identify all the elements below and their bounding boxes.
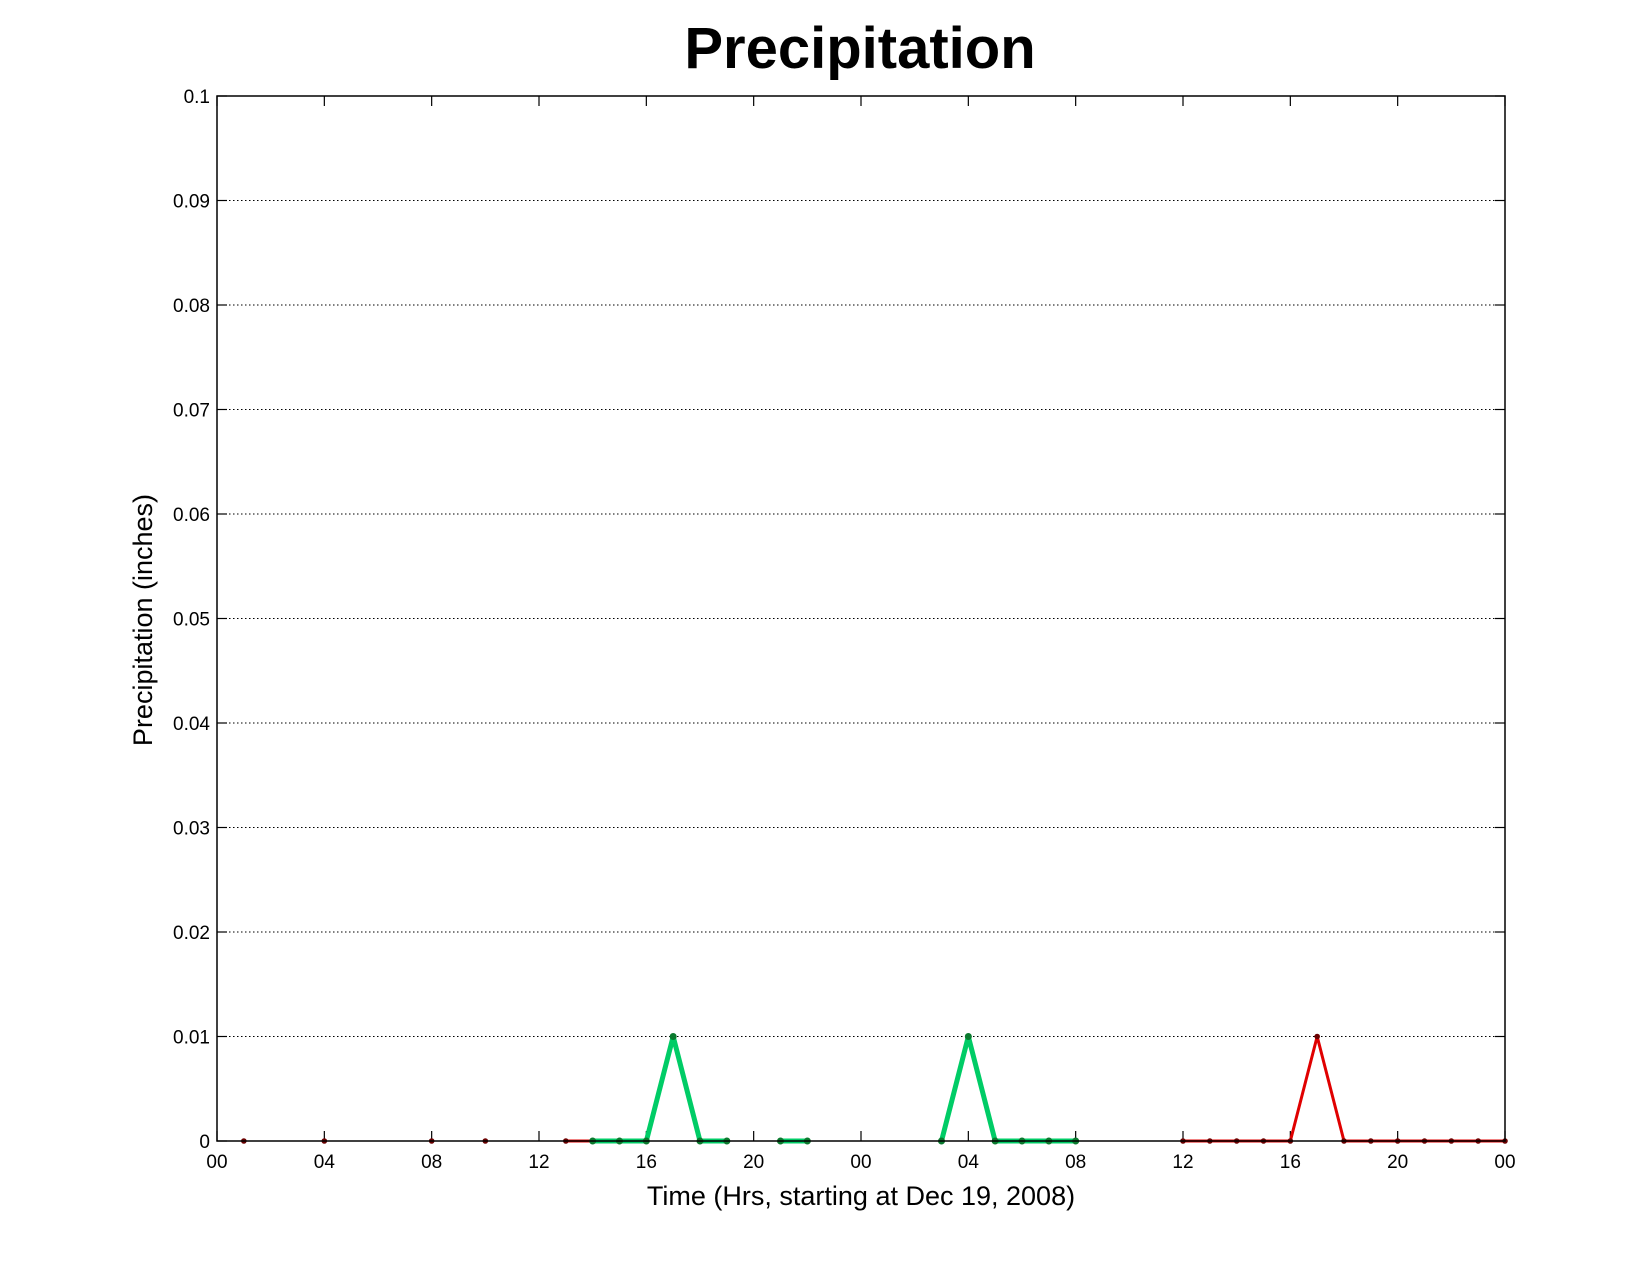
x-tick-label: 00 [850, 1152, 871, 1173]
series-line [939, 1034, 1076, 1144]
x-tick-label: 00 [206, 1152, 227, 1173]
series-4 [938, 1033, 1080, 1145]
x-tick-label: 12 [1172, 1152, 1193, 1173]
y-tick-label: 0.1 [184, 87, 210, 108]
y-tick-label: 0.04 [173, 714, 210, 735]
x-tick-label: 12 [528, 1152, 549, 1173]
x-tick-label: 16 [636, 1152, 657, 1173]
x-tick-label: 00 [1494, 1152, 1515, 1173]
series-line [592, 1034, 727, 1144]
y-tick-label: 0.01 [173, 1028, 210, 1049]
y-tick-label: 0 [199, 1132, 210, 1153]
x-tick-label: 16 [1280, 1152, 1301, 1173]
y-axis-label: Precipitation (inches) [128, 494, 158, 746]
data-series [241, 1033, 1508, 1145]
series-line [1183, 1035, 1505, 1143]
axis-ticks: 0 0.01 0.02 0.03 0.04 0.05 0.06 0.07 0.08 0.09 0.1… [173, 87, 1516, 1173]
plot-area-frame [216, 95, 1506, 1142]
x-tick-label: 08 [1065, 1152, 1086, 1173]
y-tick-label: 0.07 [173, 401, 210, 422]
y-tick-label: 0.05 [173, 610, 210, 631]
y-tick-label: 0.02 [173, 923, 210, 944]
series-2 [589, 1033, 731, 1145]
x-tick-label: 20 [1387, 1152, 1408, 1173]
data-point [964, 1033, 972, 1040]
y-tick-label: 0.03 [173, 819, 210, 840]
y-tick-label: 0.08 [173, 296, 210, 317]
chart-title: Precipitation [684, 16, 1035, 81]
y-tick-label: 0.06 [173, 505, 210, 526]
x-tick-label: 04 [314, 1152, 336, 1173]
x-tick-label: 08 [421, 1152, 442, 1173]
x-tick-label: 20 [743, 1152, 764, 1173]
y-tick-label: 0.09 [173, 192, 210, 213]
grid-lines [217, 200, 1505, 1037]
data-point [1314, 1033, 1320, 1040]
data-point [669, 1033, 677, 1040]
x-tick-label: 04 [958, 1152, 980, 1173]
x-axis-label: Time (Hrs, starting at Dec 19, 2008) [647, 1181, 1075, 1211]
series-5 [1180, 1033, 1508, 1144]
